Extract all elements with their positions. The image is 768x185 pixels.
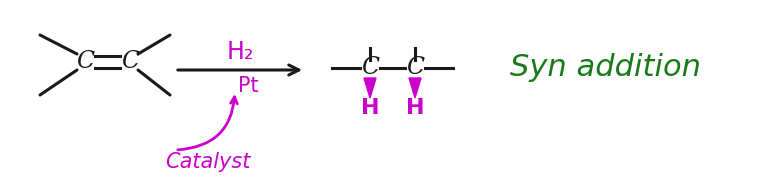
Text: Pt: Pt xyxy=(237,76,258,96)
Text: Catalyst: Catalyst xyxy=(165,152,250,172)
Polygon shape xyxy=(409,78,421,98)
Text: H: H xyxy=(406,98,424,118)
Text: C: C xyxy=(121,51,139,73)
Text: C: C xyxy=(406,56,424,80)
Polygon shape xyxy=(364,78,376,98)
Text: H: H xyxy=(361,98,379,118)
FancyArrowPatch shape xyxy=(177,97,237,150)
Text: Syn addition: Syn addition xyxy=(510,53,701,83)
Text: C: C xyxy=(361,56,379,80)
Text: C: C xyxy=(76,51,94,73)
Text: H₂: H₂ xyxy=(227,40,253,64)
